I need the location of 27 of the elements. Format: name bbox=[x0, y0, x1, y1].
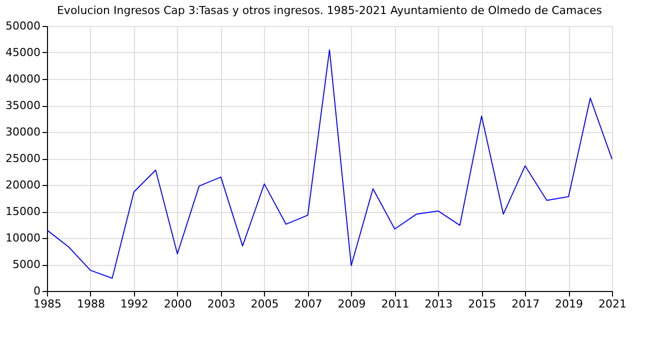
x-tick-label: 1985 bbox=[34, 298, 62, 310]
y-tick-label: 5000 bbox=[12, 258, 40, 271]
x-tick-label: 2019 bbox=[555, 298, 584, 310]
x-tick-label: 2011 bbox=[381, 298, 410, 310]
y-tick-label: 0 bbox=[34, 284, 40, 298]
x-tick-label: 2009 bbox=[338, 298, 366, 310]
y-tick-label: 45000 bbox=[6, 46, 40, 59]
x-tick-label: 1988 bbox=[76, 298, 105, 310]
x-tick-label: 2007 bbox=[294, 298, 322, 310]
y-tick-label: 50000 bbox=[6, 20, 40, 32]
y-tick-label: 40000 bbox=[6, 72, 40, 86]
chart-title: Evolucion Ingresos Cap 3:Tasas y otros ingresos. 1985-2021 Ayuntamiento de Olmedo de Camaces bbox=[56, 4, 602, 17]
x-tick-label: 2000 bbox=[164, 298, 192, 310]
x-tick-label: 2021 bbox=[598, 298, 626, 310]
line-series bbox=[46, 49, 612, 279]
x-tick-label: 2003 bbox=[207, 298, 236, 310]
y-tick-label: 10000 bbox=[6, 232, 40, 244]
y-tick-label: 30000 bbox=[6, 126, 40, 138]
x-tick-label: 2005 bbox=[250, 298, 279, 310]
y-tick-label: 25000 bbox=[6, 152, 40, 165]
x-tick-label: 1992 bbox=[120, 298, 148, 310]
x-tick-label: 2017 bbox=[512, 298, 540, 310]
x-tick-label: 2013 bbox=[424, 298, 453, 310]
y-tick-label: 20000 bbox=[6, 178, 40, 192]
y-tick-label: 35000 bbox=[6, 99, 40, 112]
x-tick-label: 2015 bbox=[468, 298, 496, 310]
y-tick-label: 15000 bbox=[6, 205, 40, 218]
